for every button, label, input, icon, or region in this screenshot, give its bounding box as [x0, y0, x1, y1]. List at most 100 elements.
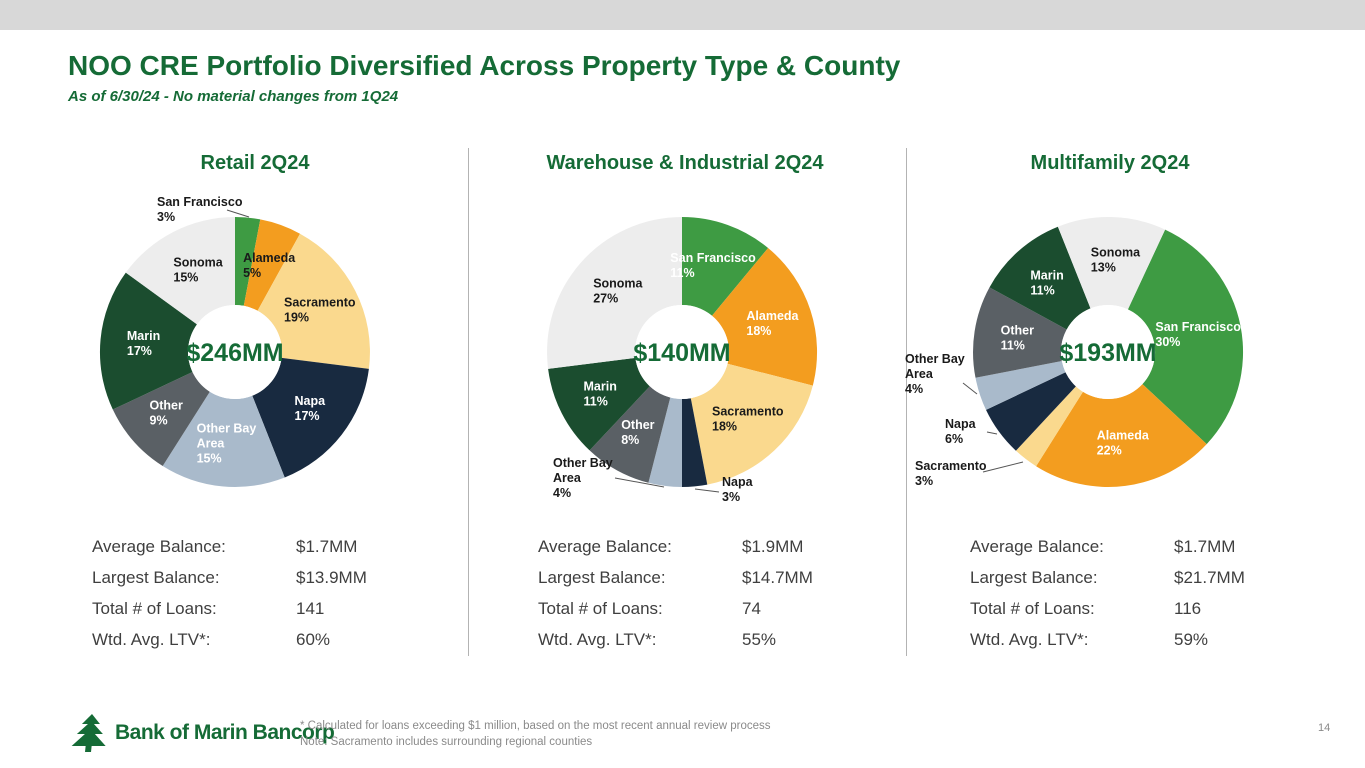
stat-row: Largest Balance: $21.7MM: [970, 562, 1245, 593]
donut-label-other-bay-area: 4%: [553, 486, 571, 500]
donut-hole: [1061, 305, 1155, 399]
bank-logo-icon: [71, 714, 106, 752]
stat-row: Wtd. Avg. LTV*: 59%: [970, 624, 1245, 655]
donut-segment-napa: [682, 398, 708, 487]
stat-label: Largest Balance:: [92, 568, 220, 587]
donut-segment-marin: [99, 272, 197, 410]
donut-segment-other: [112, 372, 210, 466]
stat-value: 141: [296, 599, 325, 618]
stat-row: Wtd. Avg. LTV*: 60%: [92, 624, 367, 655]
stats-table-retail: Average Balance: $1.7MM Largest Balance: $…: [92, 531, 367, 655]
stat-row: Total # of Loans: 74: [538, 593, 813, 624]
donut-segment-sonoma: [125, 217, 235, 325]
donut-segment-marin: [548, 357, 650, 451]
donut-label-other: 8%: [621, 433, 639, 447]
footnote-2: Note: Sacramento includes surrounding re…: [300, 735, 593, 748]
donut-label-sacramento: Sacramento: [712, 405, 784, 419]
donut-label-alameda: Alameda: [1097, 429, 1150, 443]
stats-table-multifamily: Average Balance: $1.7MM Largest Balance: $…: [970, 531, 1245, 655]
stat-label: Total # of Loans:: [970, 599, 1095, 618]
donut-label-sonoma: 13%: [1091, 261, 1116, 275]
donut-center-label-warehouse-industrial-2q24: $140MM: [633, 339, 730, 367]
donut-label-alameda: 5%: [243, 266, 261, 280]
donut-label-marin: Marin: [1030, 269, 1063, 283]
donut-segment-san-francisco: [682, 217, 769, 316]
donut-label-alameda: Alameda: [746, 309, 799, 323]
stat-value: $1.9MM: [742, 537, 804, 556]
donut-segment-sacramento: [690, 363, 813, 485]
donut-label-sacramento: 18%: [712, 420, 737, 434]
donut-label-san-francisco: 3%: [157, 210, 175, 224]
stat-label: Average Balance:: [970, 537, 1104, 556]
donut-segment-san-francisco: [1127, 229, 1244, 445]
donut-label-sacramento: Sacramento: [284, 296, 356, 310]
chart-title-warehouse-industrial: Warehouse & Industrial 2Q24: [546, 152, 824, 174]
bank-logo-text: Bank of Marin Bancorp: [115, 721, 335, 744]
donut-label-marin: 11%: [584, 394, 608, 408]
donut-segment-other: [973, 287, 1067, 378]
label-leader-line: [614, 477, 665, 488]
donut-label-napa: 6%: [945, 432, 963, 446]
donut-label-marin: 11%: [1030, 284, 1054, 298]
donut-label-san-francisco: 11%: [670, 266, 694, 280]
donut-label-napa: Napa: [295, 394, 327, 408]
donut-hole: [635, 305, 729, 399]
stat-row: Average Balance: $1.7MM: [92, 531, 367, 562]
stat-value: 59%: [1174, 630, 1209, 649]
donut-segment-alameda: [712, 248, 818, 386]
donut-segment-napa: [986, 372, 1076, 451]
donut-label-sacramento: 3%: [915, 474, 933, 488]
donut-segment-sonoma: [1057, 216, 1166, 310]
donut-label-napa: 17%: [295, 409, 320, 423]
donut-label-other-bay-area: Other Bay: [553, 456, 613, 470]
donut-label-other: 9%: [150, 413, 168, 427]
stat-label: Largest Balance:: [538, 568, 666, 587]
donut-label-san-francisco: 30%: [1155, 335, 1180, 349]
donut-label-sonoma: 15%: [173, 271, 198, 285]
stat-row: Largest Balance: $14.7MM: [538, 562, 813, 593]
donut-label-other-bay-area: Area: [197, 437, 226, 451]
stat-label: Wtd. Avg. LTV*:: [970, 630, 1089, 649]
donut-label-other: 11%: [1001, 338, 1025, 352]
donut-segment-other: [589, 386, 671, 483]
page-number: 14: [1318, 722, 1331, 734]
label-leader-line: [694, 488, 720, 493]
stat-value: $1.7MM: [1174, 537, 1236, 556]
stat-label: Wtd. Avg. LTV*:: [538, 630, 657, 649]
donut-label-san-francisco: San Francisco: [670, 251, 756, 265]
footnotes: * Calculated for loans exceeding $1 mill…: [300, 719, 771, 750]
donut-segment-alameda: [243, 219, 300, 311]
donut-label-san-francisco: San Francisco: [1155, 320, 1241, 334]
donut-segment-sonoma: [547, 217, 682, 369]
label-leader-line: [226, 209, 250, 218]
donut-label-napa: 3%: [722, 490, 740, 504]
label-leader-line: [962, 382, 978, 395]
stat-label: Largest Balance:: [970, 568, 1098, 587]
donut-label-other: Other: [1001, 323, 1034, 337]
donut-label-napa: Napa: [945, 417, 977, 431]
donut-segment-other-bay-area: [975, 361, 1066, 410]
chart-title-retail: Retail 2Q24: [200, 152, 310, 174]
stat-value: 55%: [742, 630, 777, 649]
label-leader-line: [982, 461, 1024, 473]
donut-segment-sacramento: [1015, 386, 1083, 467]
donut-label-marin: Marin: [584, 379, 617, 393]
stat-value: $13.9MM: [296, 568, 367, 587]
donut-center-label-retail-2q24: $246MM: [186, 339, 283, 367]
stat-label: Wtd. Avg. LTV*:: [92, 630, 211, 649]
donut-label-sonoma: 27%: [593, 292, 618, 306]
page-title: NOO CRE Portfolio Diversified Across Pro…: [68, 50, 901, 81]
donut-label-other-bay-area: Other Bay: [197, 422, 257, 436]
donut-label-other-bay-area: 15%: [197, 452, 222, 466]
stat-label: Average Balance:: [92, 537, 226, 556]
donut-label-other-bay-area: Area: [553, 471, 582, 485]
donut-label-sacramento: 19%: [284, 311, 309, 325]
footnote-1: * Calculated for loans exceeding $1 mill…: [300, 720, 771, 732]
stat-row: Total # of Loans: 116: [970, 593, 1245, 624]
stat-label: Average Balance:: [538, 537, 672, 556]
donut-label-sonoma: Sonoma: [593, 277, 643, 291]
donut-label-sacramento: Sacramento: [915, 459, 987, 473]
